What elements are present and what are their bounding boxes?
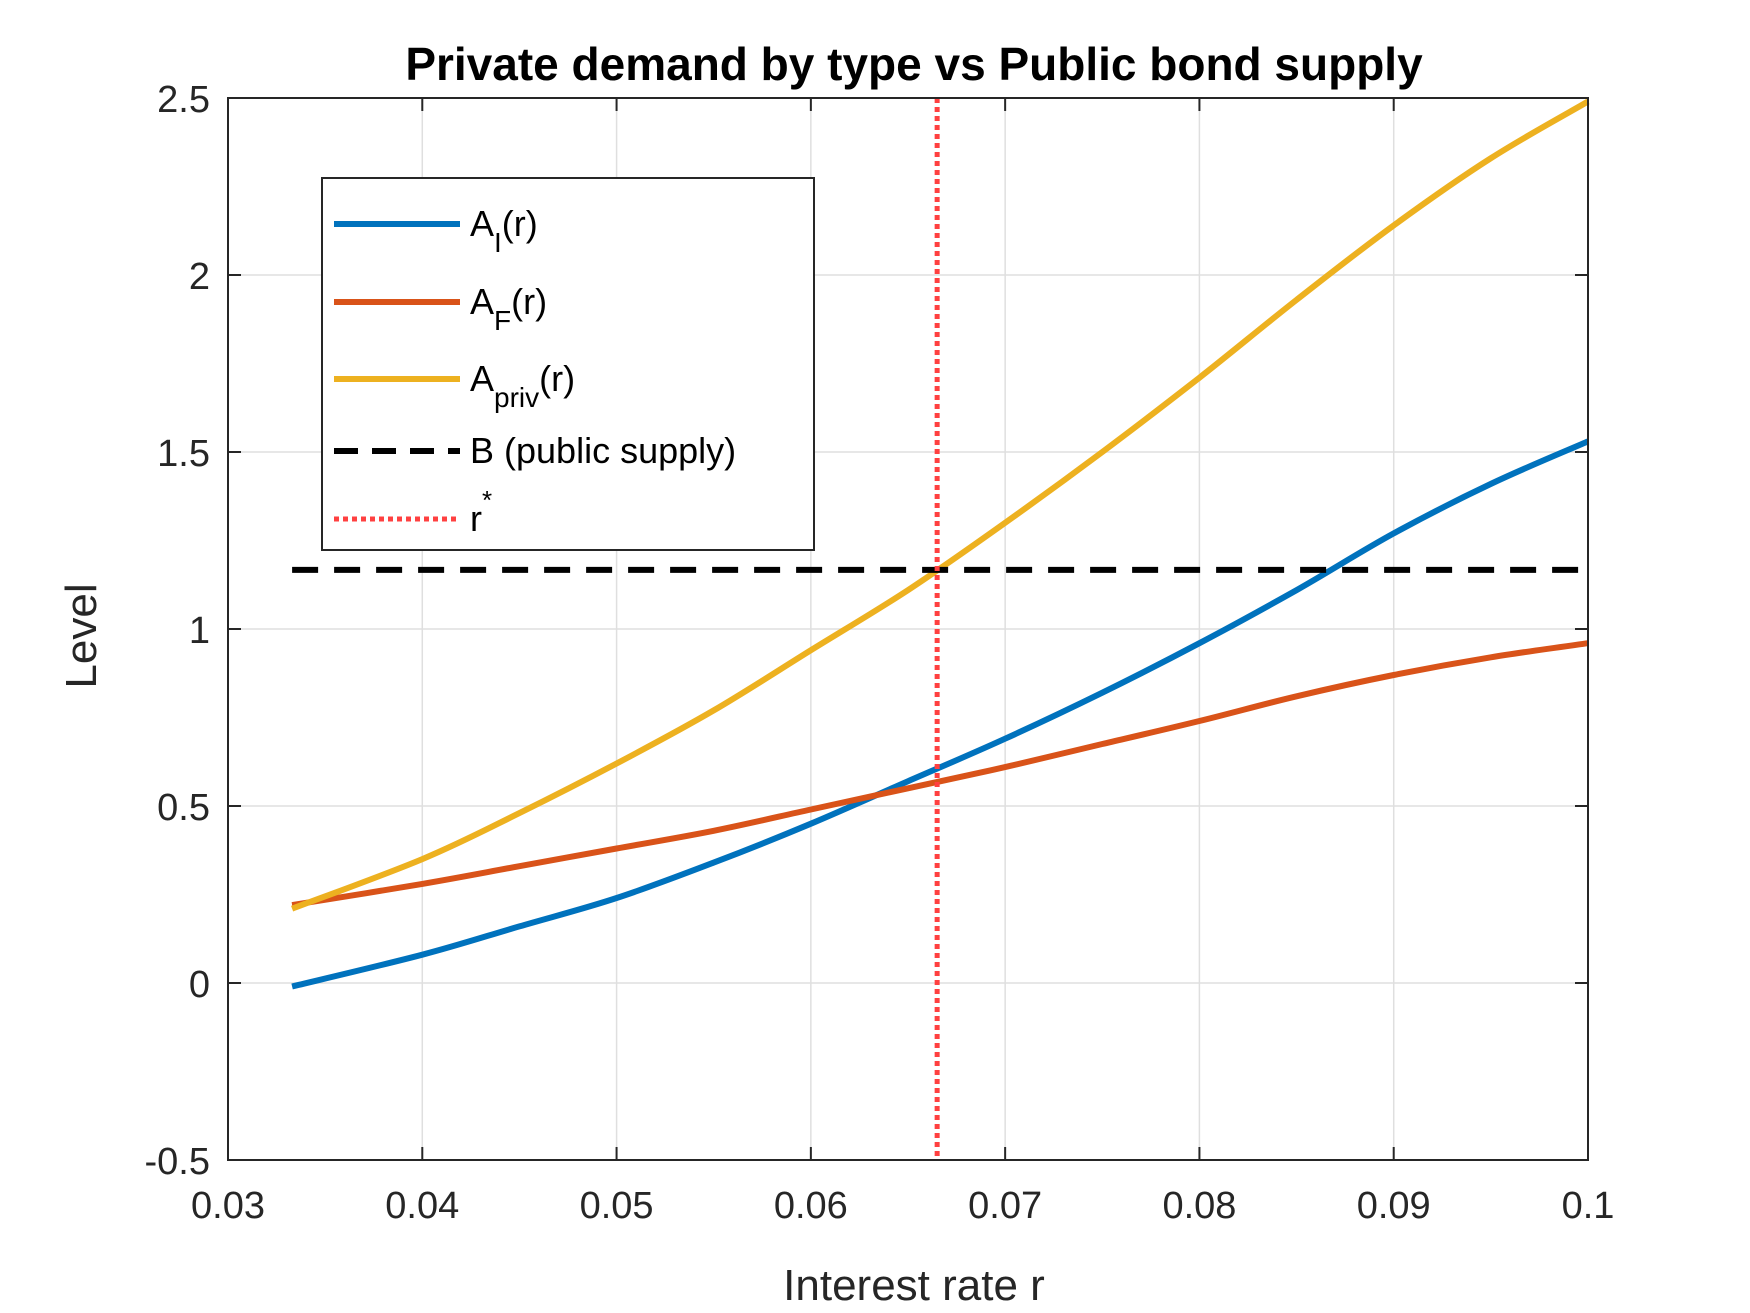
x-tick-label-3: 0.06 <box>774 1185 848 1227</box>
legend-label-rstar: r* <box>470 485 492 539</box>
x-tick-label-2: 0.05 <box>580 1185 654 1227</box>
legend-label-Apriv: Apriv(r) <box>470 358 575 413</box>
y-tick-label-4: 1.5 <box>157 433 210 475</box>
axes <box>227 97 1589 1161</box>
y-axis-label: Level <box>57 583 106 688</box>
tick-labels: 0.03 0.04 0.05 0.06 0.07 0.08 0.09 0.1 -0.5 0 0.5 1… <box>145 79 1615 1227</box>
y-tick-label-0: -0.5 <box>145 1141 210 1183</box>
y-tick-label-1: 0 <box>189 964 210 1006</box>
legend: AI(r) AF(r) Apriv(r) B (public supply) r* <box>321 177 815 551</box>
series-line-Apriv <box>291 98 1590 912</box>
y-tick-label-2: 0.5 <box>157 787 210 829</box>
x-tick-label-5: 0.08 <box>1162 1185 1236 1227</box>
y-tick-label-3: 1 <box>189 610 210 652</box>
y-tick-label-6: 2.5 <box>157 79 210 121</box>
x-axis-label: Interest rate r <box>783 1261 1045 1310</box>
legend-label-AI: AI(r) <box>470 203 538 258</box>
legend-box <box>321 177 815 551</box>
x-tick-label-1: 0.04 <box>385 1185 459 1227</box>
series-layer <box>291 98 1590 1160</box>
series-line-AF <box>291 640 1589 909</box>
x-tick-label-6: 0.09 <box>1357 1185 1431 1227</box>
y-tick-label-5: 2 <box>189 256 210 298</box>
chart-title: Private demand by type vs Public bond su… <box>405 38 1423 90</box>
x-tick-label-0: 0.03 <box>191 1185 265 1227</box>
series-line-AI <box>291 438 1590 990</box>
legend-label-B: B (public supply) <box>470 430 736 471</box>
legend-label-AF: AF(r) <box>470 281 547 336</box>
x-tick-label-7: 0.1 <box>1562 1185 1615 1227</box>
x-tick-label-4: 0.07 <box>968 1185 1042 1227</box>
